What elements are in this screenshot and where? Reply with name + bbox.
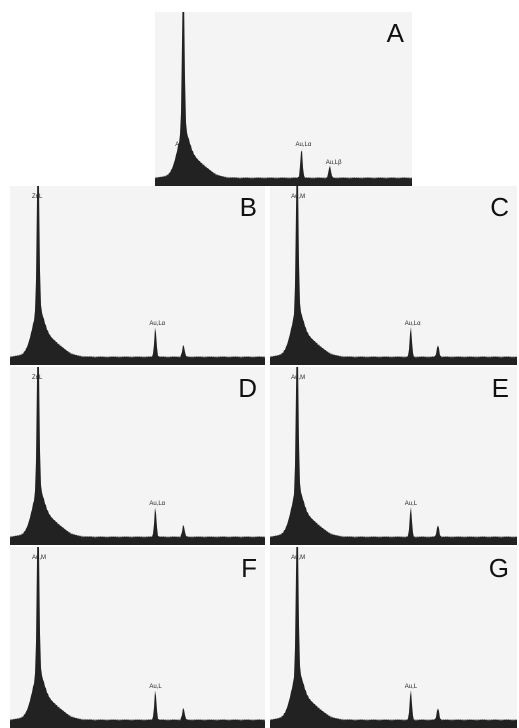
spectrum-trace [270, 186, 517, 365]
peak-label: Au,M [32, 555, 47, 561]
peak-label: Au,Lβ [325, 160, 342, 166]
peak-label: Au,Lα [404, 321, 421, 327]
peak-label: Zr,L [32, 194, 43, 200]
panel-letter: B [239, 192, 257, 222]
spectrum [10, 367, 265, 545]
spectrum [10, 186, 265, 365]
panel-letter: G [488, 553, 509, 583]
peak-label: Au,Lα [295, 142, 312, 148]
peak-label: Au,L [404, 684, 418, 690]
spectrum-trace [270, 367, 517, 545]
spectrum [270, 547, 517, 728]
peak-label: Zr,L [32, 375, 43, 381]
panel-letter: C [490, 192, 509, 222]
spectrum-panel: A Au,M Au,Lα Au,Lβ [155, 12, 412, 186]
spectrum [155, 12, 412, 186]
spectrum-panel: D Zr,L Au,Lα [10, 367, 265, 545]
spectrum-panel: G Au,M Au,L [270, 547, 517, 728]
panel-letter: E [491, 373, 509, 403]
spectrum-panel: B Zr,L Au,Lα [10, 186, 265, 365]
peak-label: Au,Lα [149, 321, 166, 327]
spectrum-trace [10, 367, 265, 545]
spectrum-panel: C Au,M Au,Lα [270, 186, 517, 365]
panel-letter: F [241, 553, 257, 583]
spectrum-panel: E Au,M Au,L [270, 367, 517, 545]
spectrum-panel: F Au,M Au,L [10, 547, 265, 728]
peak-label: Au,M [291, 375, 306, 381]
spectrum [270, 367, 517, 545]
peak-label: Au,M [291, 194, 306, 200]
peak-label: Au,L [149, 684, 162, 690]
peak-label: Au,Lα [149, 501, 166, 507]
spectrum-trace [155, 12, 412, 186]
peak-label: Au,M [175, 142, 190, 148]
panel-letter: A [386, 18, 404, 48]
spectrum-trace [10, 547, 265, 728]
panel-letter: D [238, 373, 257, 403]
peak-label: Au,L [404, 501, 418, 507]
spectrum-trace [270, 547, 517, 728]
spectrum [10, 547, 265, 728]
spectrum-trace [10, 186, 265, 365]
peak-label: Au,M [291, 555, 306, 561]
spectrum [270, 186, 517, 365]
